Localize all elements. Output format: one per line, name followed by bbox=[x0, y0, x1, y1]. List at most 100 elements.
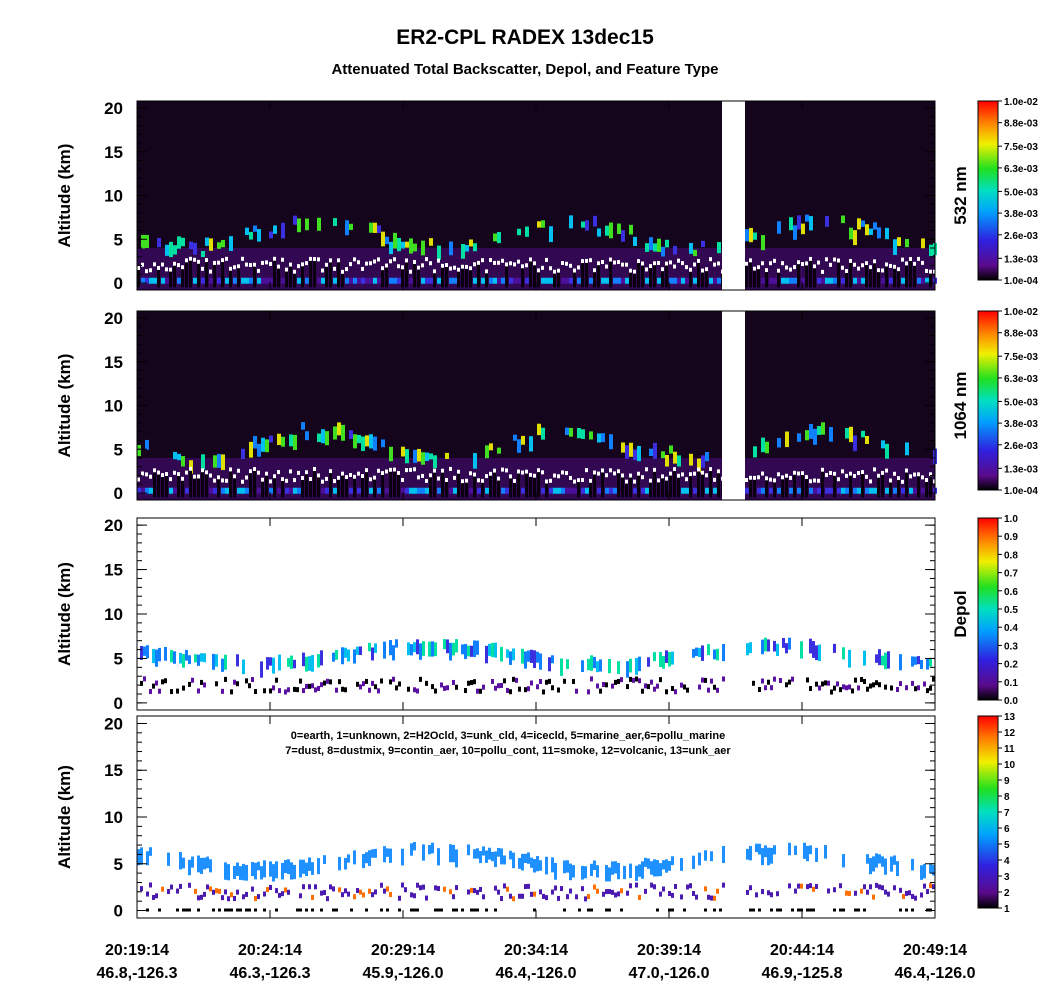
low-cloud bbox=[813, 264, 816, 269]
colorbar-tick-label: 3.8e-03 bbox=[1004, 419, 1038, 430]
low-cloud bbox=[397, 264, 400, 269]
cloud bbox=[541, 220, 545, 228]
low-cloud bbox=[245, 678, 248, 684]
cloud bbox=[277, 433, 281, 446]
surface bbox=[685, 277, 689, 284]
y-tick-label: 15 bbox=[104, 143, 123, 162]
cloud bbox=[665, 650, 668, 663]
cloud bbox=[152, 648, 155, 664]
low-cloud bbox=[854, 890, 857, 896]
cloud bbox=[701, 645, 704, 661]
shadow bbox=[185, 262, 188, 288]
low-cloud bbox=[698, 684, 701, 690]
shadow bbox=[777, 272, 780, 288]
cloud bbox=[753, 232, 757, 240]
low-cloud bbox=[153, 468, 156, 473]
low-cloud bbox=[717, 469, 720, 474]
low-cloud bbox=[537, 268, 540, 273]
low-cloud bbox=[529, 257, 532, 262]
shadow bbox=[345, 479, 348, 498]
low-cloud bbox=[356, 681, 359, 687]
cloud bbox=[263, 860, 266, 878]
low-cloud bbox=[815, 681, 818, 687]
low-cloud bbox=[313, 257, 316, 262]
low-cloud bbox=[565, 261, 568, 266]
earth bbox=[410, 908, 413, 912]
low-cloud bbox=[285, 267, 288, 272]
low-cloud bbox=[521, 470, 524, 475]
shadow bbox=[665, 480, 668, 498]
surface bbox=[261, 277, 265, 284]
colorbar-tick-label: 0.7 bbox=[1004, 569, 1018, 580]
cloud bbox=[431, 641, 434, 657]
cloud bbox=[371, 647, 374, 661]
low-cloud bbox=[553, 269, 556, 274]
cloud bbox=[369, 434, 373, 449]
low-cloud bbox=[537, 468, 540, 473]
low-cloud bbox=[929, 685, 932, 691]
cloud bbox=[805, 430, 809, 441]
cloud bbox=[797, 433, 801, 442]
earth bbox=[863, 908, 866, 912]
cloud bbox=[569, 863, 572, 881]
surface bbox=[265, 277, 269, 284]
low-cloud bbox=[893, 264, 896, 269]
earth bbox=[437, 908, 440, 912]
cloud bbox=[241, 448, 245, 460]
low-cloud bbox=[416, 688, 419, 694]
colorbar-tick-label: 11 bbox=[1004, 744, 1015, 755]
shadow bbox=[213, 264, 216, 288]
low-cloud bbox=[657, 478, 660, 483]
low-cloud bbox=[542, 689, 545, 695]
surface bbox=[221, 487, 225, 494]
low-cloud bbox=[393, 467, 396, 472]
shadow bbox=[753, 270, 756, 288]
low-cloud bbox=[890, 685, 893, 691]
cloud bbox=[464, 643, 467, 660]
cloud bbox=[344, 857, 347, 870]
low-cloud bbox=[875, 680, 878, 686]
earth bbox=[461, 908, 464, 912]
cloud bbox=[140, 645, 143, 660]
low-cloud bbox=[357, 471, 360, 476]
surface bbox=[925, 277, 929, 284]
surface bbox=[545, 277, 549, 284]
earth bbox=[833, 908, 836, 912]
low-cloud bbox=[824, 680, 827, 686]
low-cloud bbox=[717, 261, 720, 266]
shadow bbox=[649, 482, 652, 498]
cloud bbox=[644, 857, 647, 867]
cloud bbox=[932, 865, 935, 876]
earth bbox=[605, 908, 608, 912]
cloud bbox=[761, 235, 765, 251]
surface bbox=[201, 277, 205, 284]
shadow bbox=[509, 478, 512, 498]
cloud bbox=[245, 865, 248, 881]
low-cloud bbox=[445, 478, 448, 483]
shadow bbox=[325, 266, 328, 288]
cloud bbox=[656, 860, 659, 877]
earth bbox=[296, 908, 299, 912]
surface bbox=[225, 487, 229, 494]
cloud bbox=[849, 227, 853, 240]
cloud bbox=[143, 646, 146, 656]
low-cloud bbox=[404, 887, 407, 893]
cloud bbox=[417, 448, 421, 462]
low-cloud bbox=[680, 682, 683, 688]
low-cloud bbox=[417, 265, 420, 270]
surface bbox=[285, 487, 289, 494]
low-cloud bbox=[596, 888, 599, 894]
cloud bbox=[749, 642, 752, 654]
low-cloud bbox=[323, 680, 326, 686]
cloud bbox=[662, 860, 665, 870]
cloud bbox=[767, 847, 770, 866]
low-cloud bbox=[617, 469, 620, 474]
surface bbox=[761, 277, 765, 284]
low-cloud bbox=[416, 882, 419, 888]
low-cloud bbox=[674, 883, 677, 889]
cloud bbox=[537, 221, 541, 228]
low-cloud bbox=[575, 688, 578, 694]
cloud bbox=[605, 865, 608, 882]
shadow bbox=[929, 476, 932, 498]
